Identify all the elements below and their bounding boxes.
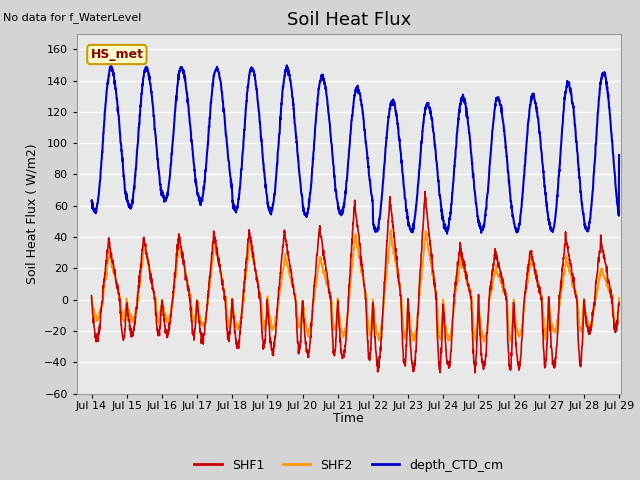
Title: Soil Heat Flux: Soil Heat Flux bbox=[287, 11, 411, 29]
Y-axis label: Soil Heat Flux ( W/m2): Soil Heat Flux ( W/m2) bbox=[26, 144, 38, 284]
X-axis label: Time: Time bbox=[333, 412, 364, 425]
Legend: SHF1, SHF2, depth_CTD_cm: SHF1, SHF2, depth_CTD_cm bbox=[189, 454, 508, 477]
Text: No data for f_WaterLevel: No data for f_WaterLevel bbox=[3, 12, 141, 23]
Text: HS_met: HS_met bbox=[90, 48, 143, 61]
